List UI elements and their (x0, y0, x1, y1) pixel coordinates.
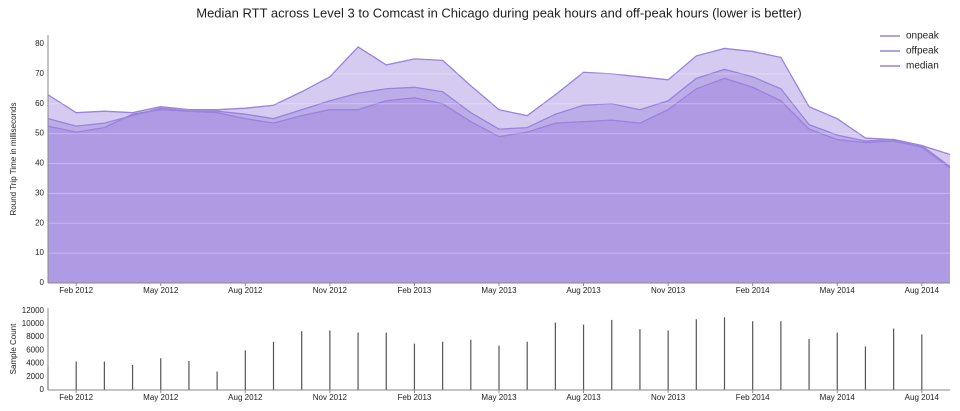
x-tick-label: May 2012 (143, 393, 179, 402)
bar (75, 361, 77, 390)
x-tick-label: Aug 2014 (905, 393, 940, 402)
bar (752, 321, 754, 390)
bar (695, 319, 697, 390)
bar (611, 319, 613, 390)
bar (103, 361, 105, 390)
x-tick-label: Aug 2012 (228, 393, 263, 402)
bar (780, 321, 782, 390)
x-tick-label: Aug 2012 (228, 286, 263, 295)
bar (244, 350, 246, 390)
bar (329, 330, 331, 390)
bar (131, 364, 134, 390)
x-tick-label: Feb 2014 (736, 393, 770, 402)
y-tick-label: 60 (35, 99, 44, 108)
bar (723, 317, 726, 390)
y-tick-label: 8000 (26, 332, 44, 341)
bar (442, 341, 444, 390)
bar (357, 332, 359, 390)
bar (498, 345, 500, 390)
series-line (47, 77, 951, 169)
bar (526, 341, 528, 390)
y-tick-label: 0 (40, 385, 45, 394)
area-fill (48, 46, 950, 283)
y-axis-label: Round Trip Time in milliseconds (9, 103, 18, 216)
x-tick-label: Feb 2012 (59, 393, 93, 402)
chart-title: Median RTT across Level 3 to Comcast in … (196, 5, 802, 20)
legend-label: onpeak (906, 31, 940, 42)
bar (667, 330, 669, 390)
x-tick-label: Nov 2012 (313, 286, 348, 295)
bar (836, 332, 838, 390)
y-tick-label: 4000 (26, 359, 44, 368)
bar (864, 346, 867, 390)
bar (272, 341, 275, 390)
legend-label: median (906, 61, 939, 72)
y-tick-label: 10000 (22, 319, 45, 328)
x-tick-label: May 2014 (820, 393, 856, 402)
y-tick-label: 20 (35, 218, 44, 227)
bar (582, 324, 585, 390)
x-tick-label: Feb 2012 (59, 286, 93, 295)
bar (639, 329, 641, 390)
x-tick-label: May 2013 (481, 286, 517, 295)
x-tick-label: May 2012 (143, 286, 179, 295)
x-tick-label: Aug 2013 (566, 286, 601, 295)
bar (921, 334, 923, 390)
y-tick-label: 70 (35, 69, 44, 78)
x-tick-label: Feb 2013 (398, 393, 432, 402)
y-tick-label: 2000 (26, 372, 44, 381)
x-tick-label: Nov 2012 (313, 393, 348, 402)
bar (808, 339, 810, 390)
area-fill (48, 78, 950, 283)
y-tick-label: 80 (35, 39, 44, 48)
x-tick-label: Nov 2013 (651, 393, 686, 402)
x-tick-label: Aug 2014 (905, 286, 940, 295)
y-tick-label: 50 (35, 129, 44, 138)
x-tick-label: May 2013 (481, 393, 517, 402)
x-tick-label: Feb 2013 (398, 286, 432, 295)
bar (470, 339, 472, 390)
bar (893, 328, 895, 390)
bar (301, 331, 303, 390)
y-tick-label: 30 (35, 188, 44, 197)
y-tick-label: 6000 (26, 345, 44, 354)
bar (216, 371, 218, 390)
x-tick-label: Feb 2014 (736, 286, 770, 295)
y-tick-label: 12000 (22, 306, 45, 315)
bar (385, 332, 387, 390)
x-tick-label: Aug 2013 (566, 393, 601, 402)
bar (413, 343, 416, 390)
y-tick-label: 40 (35, 159, 44, 168)
x-tick-label: Nov 2013 (651, 286, 686, 295)
bar (160, 358, 162, 390)
legend-label: offpeak (906, 46, 940, 57)
bar (554, 322, 556, 390)
y-tick-label: 10 (35, 248, 44, 257)
series-line (47, 46, 951, 156)
y-tick-label: 0 (40, 278, 45, 287)
y-axis-label: Sample Count (9, 323, 18, 374)
x-tick-label: May 2014 (820, 286, 856, 295)
bar (188, 360, 190, 390)
